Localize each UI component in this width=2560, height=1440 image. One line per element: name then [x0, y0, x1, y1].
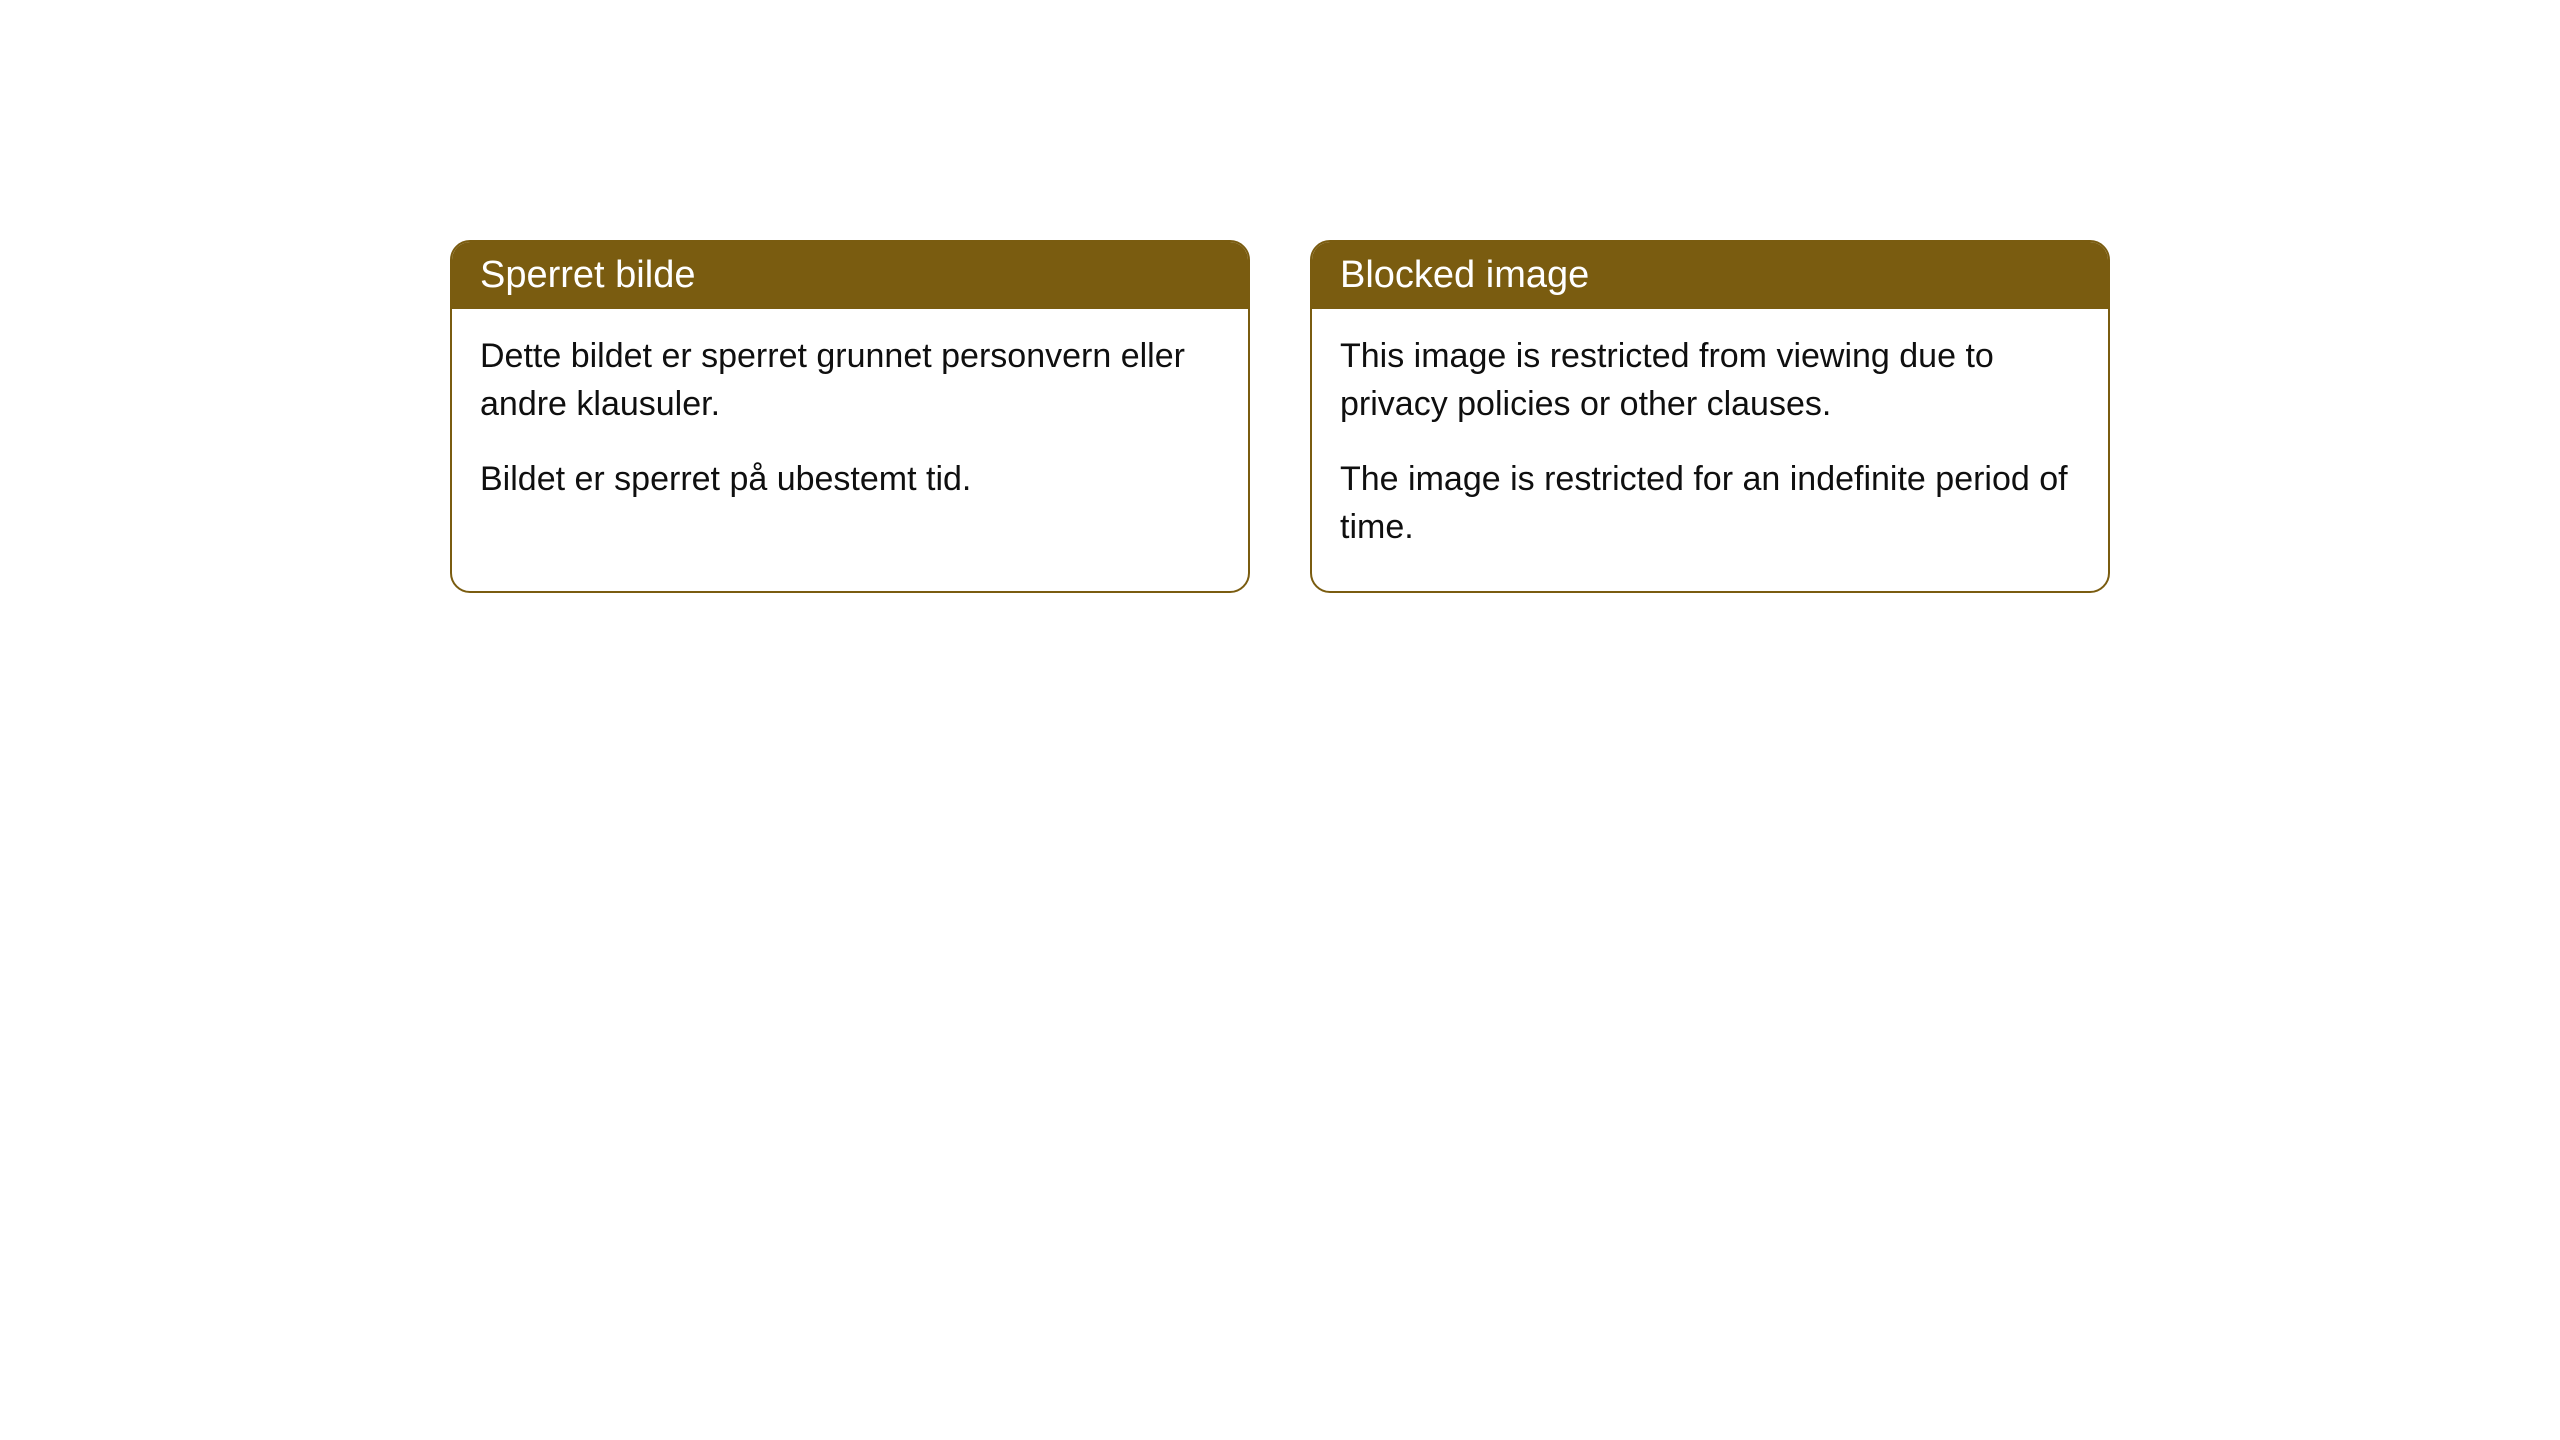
- blocked-image-card-norwegian: Sperret bilde Dette bildet er sperret gr…: [450, 240, 1250, 593]
- card-title: Blocked image: [1340, 254, 1589, 296]
- card-paragraph-1: Dette bildet er sperret grunnet personve…: [480, 333, 1220, 428]
- card-paragraph-1: This image is restricted from viewing du…: [1340, 333, 2080, 428]
- card-body: This image is restricted from viewing du…: [1312, 309, 2108, 591]
- card-header: Sperret bilde: [452, 242, 1248, 309]
- card-paragraph-2: Bildet er sperret på ubestemt tid.: [480, 456, 1220, 504]
- card-body: Dette bildet er sperret grunnet personve…: [452, 309, 1248, 544]
- card-header: Blocked image: [1312, 242, 2108, 309]
- card-title: Sperret bilde: [480, 254, 695, 296]
- card-paragraph-2: The image is restricted for an indefinit…: [1340, 456, 2080, 551]
- blocked-image-card-english: Blocked image This image is restricted f…: [1310, 240, 2110, 593]
- notice-cards-container: Sperret bilde Dette bildet er sperret gr…: [450, 240, 2110, 593]
